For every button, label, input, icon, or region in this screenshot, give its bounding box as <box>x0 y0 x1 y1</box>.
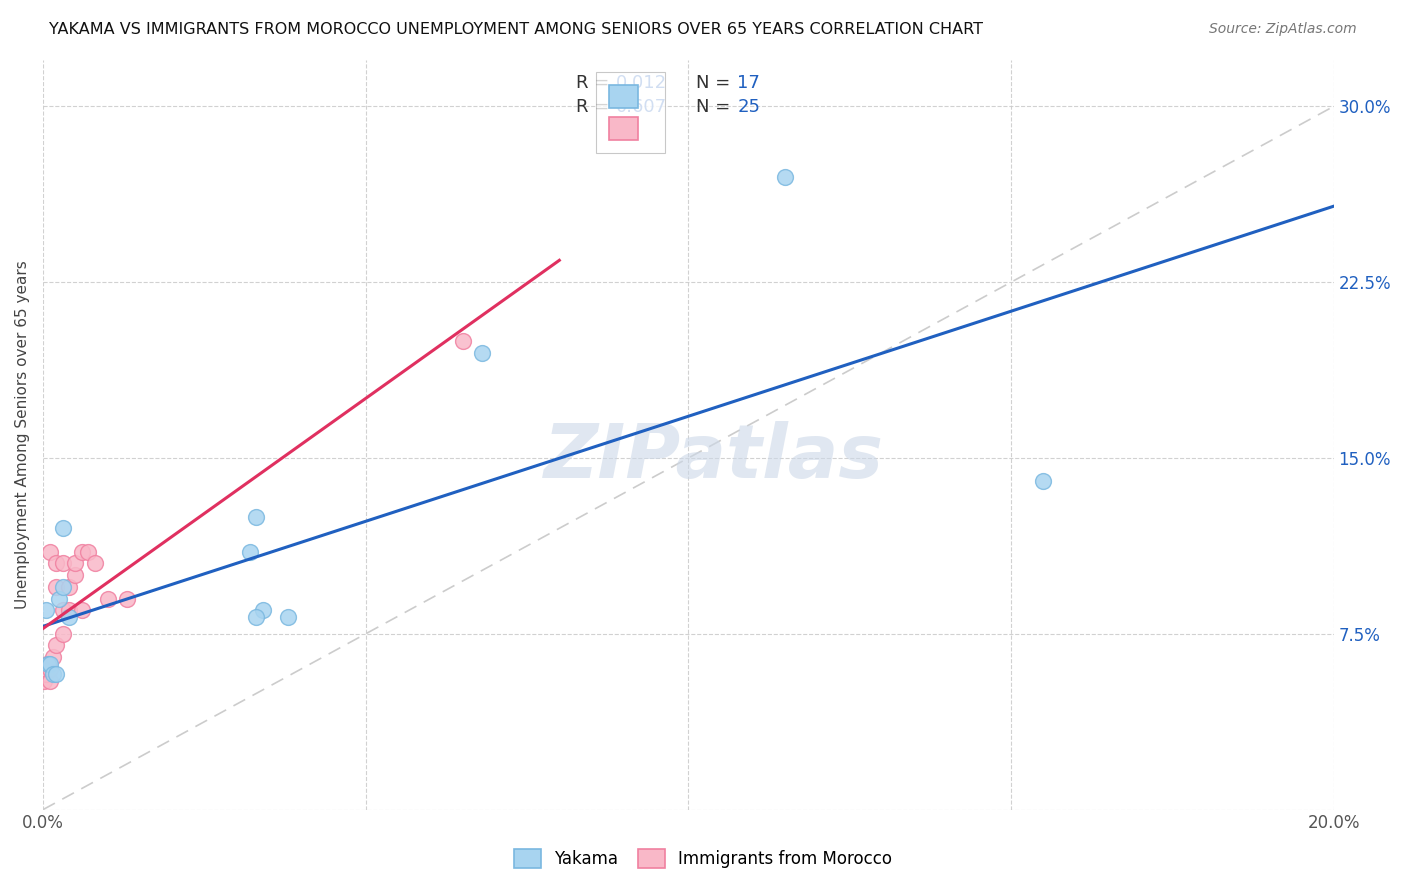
Point <box>1032 475 1054 489</box>
Text: 17: 17 <box>737 74 761 92</box>
Point <box>252 603 274 617</box>
Point <box>34 673 56 688</box>
Point <box>239 545 262 559</box>
Point <box>38 662 60 676</box>
Point <box>35 603 58 617</box>
Point <box>245 509 267 524</box>
Point <box>77 545 100 559</box>
Point <box>277 610 299 624</box>
Point <box>70 545 93 559</box>
Point <box>83 557 105 571</box>
Text: N =: N = <box>696 74 737 92</box>
Text: R =: R = <box>576 98 614 116</box>
Legend: Yakama, Immigrants from Morocco: Yakama, Immigrants from Morocco <box>508 842 898 875</box>
Point <box>97 591 120 606</box>
Point <box>51 521 73 535</box>
Point <box>451 334 474 348</box>
Point <box>115 591 138 606</box>
Point <box>58 603 80 617</box>
Point <box>51 603 73 617</box>
Point <box>51 627 73 641</box>
Point <box>471 345 494 359</box>
Point <box>45 557 67 571</box>
Text: 25: 25 <box>737 98 761 116</box>
Text: 0.012: 0.012 <box>616 74 668 92</box>
Point <box>38 545 60 559</box>
Point <box>773 169 796 184</box>
Text: N =: N = <box>696 98 737 116</box>
Point <box>45 666 67 681</box>
Point <box>51 580 73 594</box>
Point <box>45 639 67 653</box>
Point <box>35 662 58 676</box>
Y-axis label: Unemployment Among Seniors over 65 years: Unemployment Among Seniors over 65 years <box>15 260 30 609</box>
Point <box>245 610 267 624</box>
Text: Source: ZipAtlas.com: Source: ZipAtlas.com <box>1209 22 1357 37</box>
Point <box>38 657 60 672</box>
Text: ZIPatlas: ZIPatlas <box>544 420 884 493</box>
Point <box>45 580 67 594</box>
Text: YAKAMA VS IMMIGRANTS FROM MOROCCO UNEMPLOYMENT AMONG SENIORS OVER 65 YEARS CORRE: YAKAMA VS IMMIGRANTS FROM MOROCCO UNEMPL… <box>49 22 983 37</box>
Point <box>37 657 59 672</box>
Point <box>65 557 87 571</box>
Point <box>42 666 65 681</box>
Text: R =: R = <box>576 74 614 92</box>
Point <box>58 610 80 624</box>
Point <box>48 591 70 606</box>
Point <box>35 657 58 672</box>
Point <box>58 580 80 594</box>
Text: 0.607: 0.607 <box>616 98 668 116</box>
Point <box>35 666 58 681</box>
Point <box>38 673 60 688</box>
Point <box>70 603 93 617</box>
Legend: , : , <box>596 72 665 153</box>
Point <box>42 650 65 665</box>
Point <box>65 568 87 582</box>
Point <box>51 557 73 571</box>
